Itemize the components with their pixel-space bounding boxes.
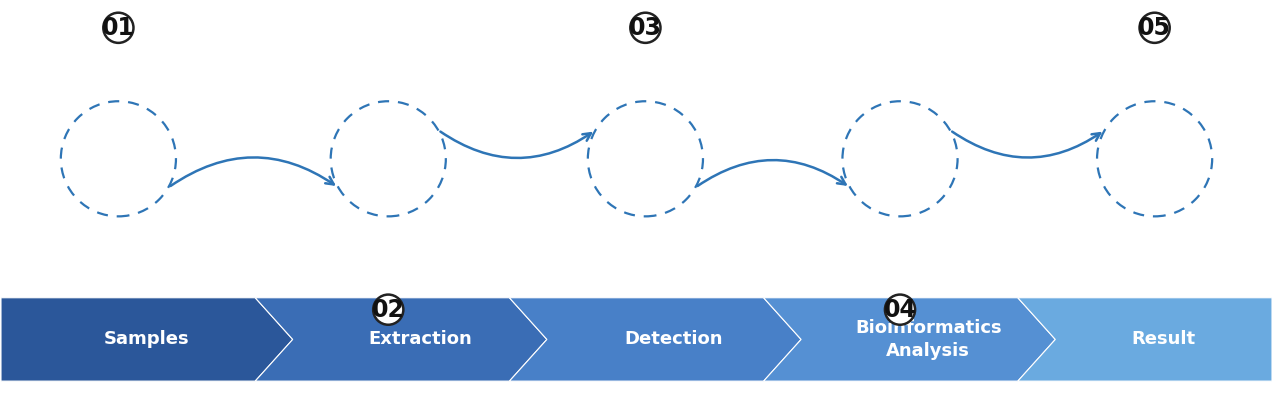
Text: 04: 04 bbox=[883, 298, 917, 322]
Text: Detection: Detection bbox=[625, 330, 723, 349]
Text: 03: 03 bbox=[629, 16, 662, 40]
FancyArrowPatch shape bbox=[171, 157, 334, 186]
Text: 05: 05 bbox=[1138, 16, 1171, 40]
FancyArrowPatch shape bbox=[698, 160, 845, 186]
Circle shape bbox=[630, 13, 661, 43]
Text: 02: 02 bbox=[372, 298, 405, 322]
Text: 01: 01 bbox=[102, 16, 135, 40]
Polygon shape bbox=[1018, 298, 1272, 381]
Text: Result: Result bbox=[1132, 330, 1195, 349]
Circle shape bbox=[885, 295, 915, 325]
FancyArrowPatch shape bbox=[440, 131, 591, 158]
Circle shape bbox=[1139, 13, 1170, 43]
Text: Bioinformatics
Analysis: Bioinformatics Analysis bbox=[855, 319, 1002, 360]
Circle shape bbox=[103, 13, 134, 43]
Text: Samples: Samples bbox=[104, 330, 190, 349]
FancyArrowPatch shape bbox=[952, 131, 1100, 158]
Polygon shape bbox=[509, 298, 801, 381]
Circle shape bbox=[373, 295, 404, 325]
Polygon shape bbox=[1, 298, 293, 381]
Text: Extraction: Extraction bbox=[368, 330, 472, 349]
Polygon shape bbox=[764, 298, 1055, 381]
Polygon shape bbox=[255, 298, 547, 381]
